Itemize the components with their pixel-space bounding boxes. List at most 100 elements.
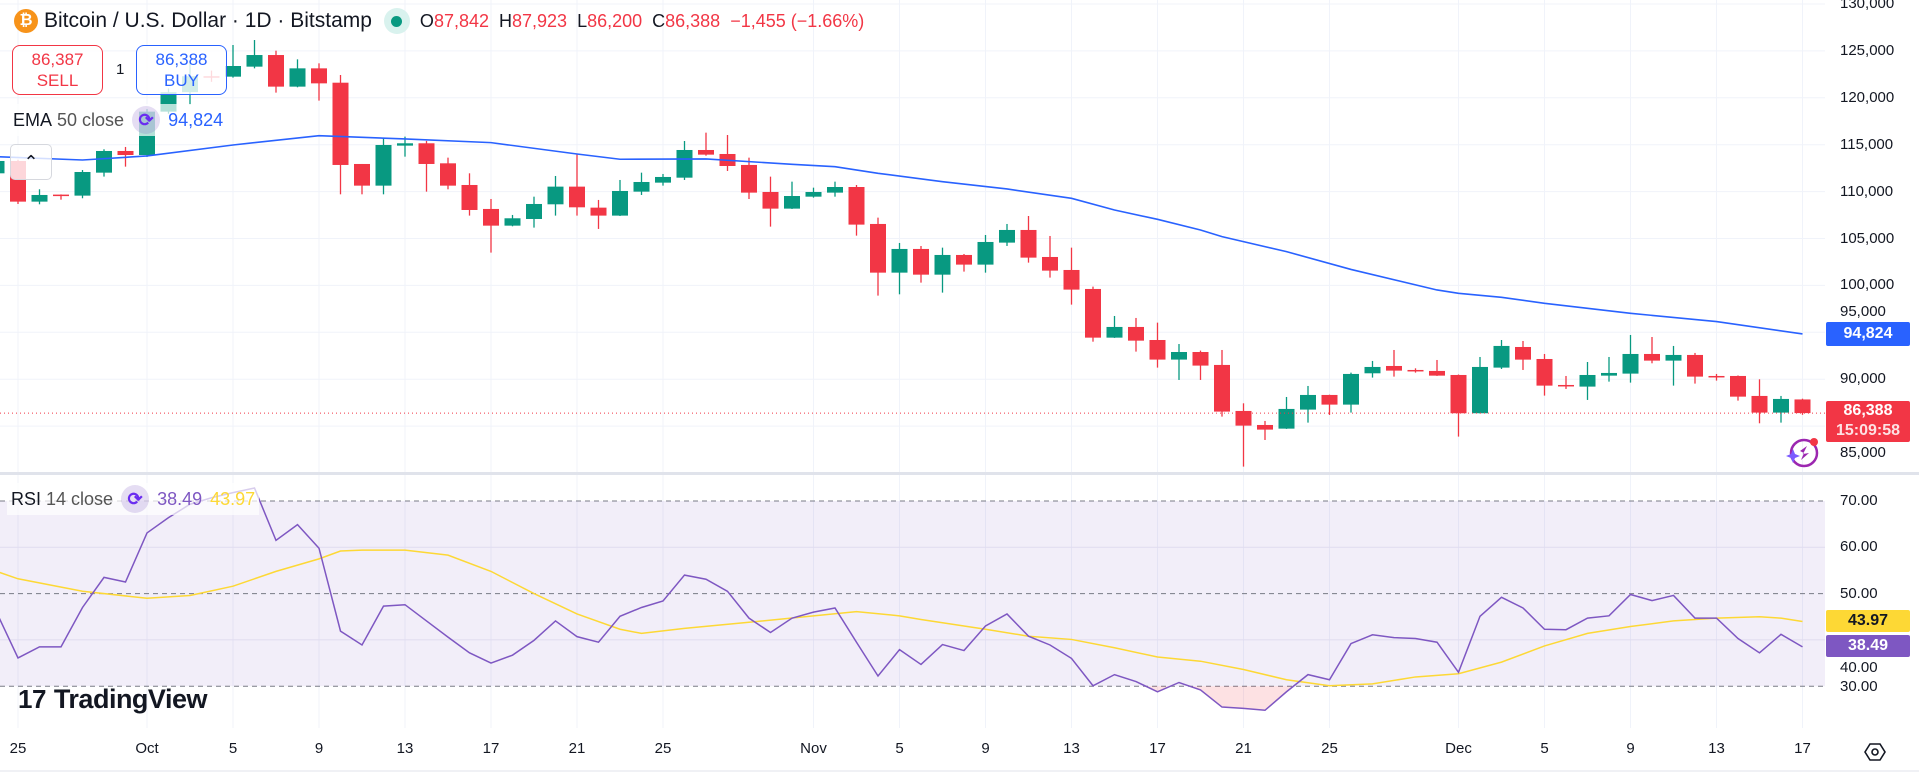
candle-body — [1235, 410, 1252, 426]
candle — [1171, 344, 1187, 380]
time-tick-label: 13 — [396, 740, 414, 757]
market-status-icon[interactable] — [383, 8, 410, 34]
candle-body — [289, 68, 306, 87]
candle — [289, 59, 306, 88]
ai-assistant-icon[interactable] — [1786, 438, 1819, 468]
candle-body — [547, 186, 564, 205]
candle — [1730, 375, 1746, 401]
candle — [397, 136, 413, 157]
candle — [1278, 396, 1295, 429]
ema-legend[interactable]: EMA 50 close ⟳ 94,824 — [9, 104, 228, 136]
rsi-ma-line — [0, 549, 1803, 687]
sell-button[interactable]: 86,387 SELL — [12, 45, 103, 95]
candle — [934, 247, 951, 293]
candle — [483, 198, 499, 253]
rsi-params: 14 close — [46, 488, 114, 509]
candle-body — [397, 143, 413, 146]
candle — [1364, 360, 1381, 378]
candle-body — [1708, 375, 1725, 378]
rsi-legend[interactable]: RSI 14 close ⟳ 38.49 43.97 — [7, 483, 260, 515]
candle-body — [1622, 353, 1639, 374]
candle — [1536, 353, 1553, 396]
candle-body — [805, 191, 822, 197]
high-label: H — [499, 10, 512, 31]
refresh-icon[interactable]: ⟳ — [121, 485, 150, 513]
candle — [913, 246, 929, 283]
candle-body — [1644, 353, 1660, 361]
candle — [1343, 372, 1359, 413]
candle — [375, 138, 392, 195]
refresh-icon[interactable]: ⟳ — [132, 106, 161, 134]
price-tick-label: 130,000 — [1840, 0, 1895, 12]
candle-body — [1687, 354, 1703, 377]
candle-body — [612, 190, 628, 216]
pane-divider[interactable] — [0, 472, 1919, 475]
candle — [1708, 373, 1725, 381]
sell-label: SELL — [36, 71, 79, 90]
rsi-tick-label: 30.00 — [1840, 678, 1878, 696]
candle — [569, 154, 585, 216]
price-tick-label: 90,000 — [1840, 370, 1886, 388]
candle-body — [741, 164, 757, 193]
candle-body — [784, 196, 800, 209]
candle — [1386, 349, 1402, 377]
candle-body — [1773, 398, 1789, 413]
candle — [805, 187, 822, 198]
candle — [848, 184, 865, 236]
buy-button[interactable]: 86,388 BUY — [136, 45, 227, 95]
bitcoin-icon: ₿ — [14, 9, 38, 33]
collapse-legend-button[interactable]: ⌃ — [10, 144, 52, 180]
ema-value: 94,824 — [168, 109, 224, 130]
candle-body — [53, 194, 69, 197]
candle-body — [1149, 339, 1166, 360]
candle-body — [1730, 375, 1746, 397]
candle — [590, 199, 607, 229]
candle — [1128, 317, 1144, 352]
candle-body — [31, 194, 48, 202]
settings-icon[interactable] — [1864, 743, 1886, 761]
candle-body — [440, 163, 456, 186]
ohlc-values: O87,842 H87,923 L86,200 C86,388 −1,455 (… — [420, 11, 864, 32]
candle — [827, 181, 843, 197]
candle-body — [1751, 395, 1768, 413]
high-value: 87,923 — [512, 10, 568, 31]
candle — [53, 194, 69, 200]
candle-body — [1106, 326, 1123, 338]
candle — [96, 149, 112, 177]
candle-body — [1558, 384, 1574, 387]
candle — [762, 176, 779, 227]
last-price: 86,388 — [1843, 402, 1893, 419]
candle-body — [375, 144, 392, 186]
rsi-price-label: 38.49 — [1826, 635, 1910, 657]
quantity[interactable]: 1 — [116, 61, 125, 78]
tradingview-logo[interactable]: 17 TradingView — [18, 684, 207, 715]
candle-body — [74, 171, 91, 196]
symbol-title[interactable]: Bitcoin / U.S. Dollar · 1D · Bitstamp — [44, 9, 372, 32]
close-label: C — [652, 10, 666, 31]
price-tick-label: 120,000 — [1840, 88, 1895, 106]
rsi-tick-label: 60.00 — [1840, 538, 1878, 556]
candle-body — [1472, 366, 1488, 414]
low-value: 86,200 — [587, 10, 643, 31]
rsi-tick-label: 70.00 — [1840, 492, 1878, 509]
time-tick-label: 17 — [1794, 740, 1811, 757]
rsi-levels — [0, 500, 1825, 687]
candle — [741, 157, 757, 200]
candle-body — [1515, 346, 1531, 360]
time-tick-label: 13 — [1063, 740, 1080, 757]
candle — [547, 175, 564, 216]
candle-body — [977, 241, 994, 265]
ema-line — [0, 134, 1803, 335]
candle-body — [225, 66, 241, 77]
candle-body — [1665, 354, 1682, 361]
rsi-tick-label: 40.00 — [1840, 658, 1878, 676]
candle — [1063, 247, 1080, 305]
candle-body — [633, 181, 650, 192]
candle-body — [1192, 351, 1209, 366]
candle — [1515, 340, 1531, 370]
chevron-up-icon: ⌃ — [23, 151, 39, 172]
rsi-value: 38.49 — [157, 488, 203, 509]
candle — [1235, 403, 1252, 467]
time-tick-label: 5 — [1540, 740, 1549, 757]
